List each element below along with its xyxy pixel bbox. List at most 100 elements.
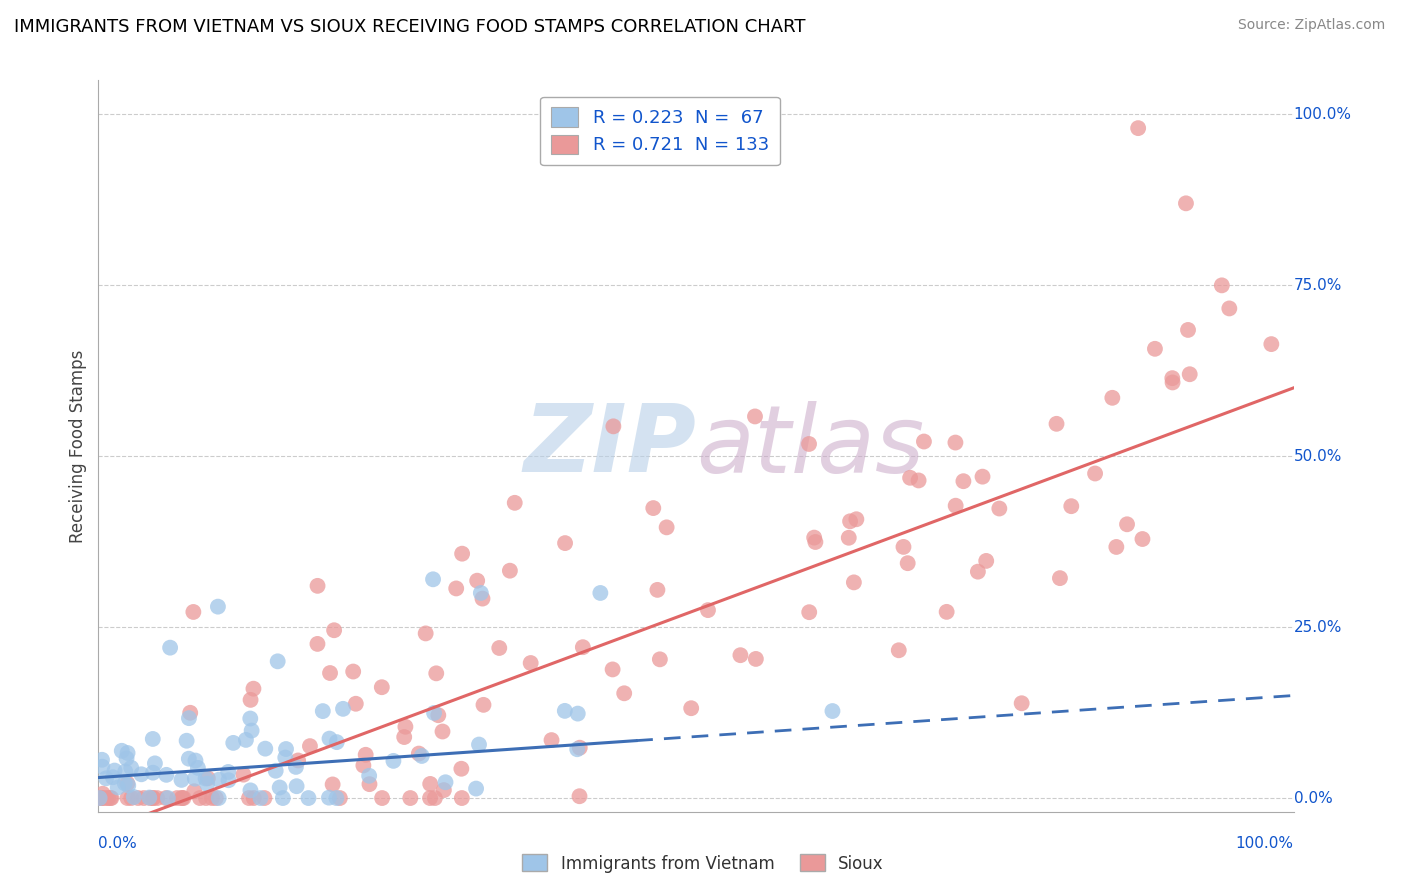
Point: [1260, 337, 1282, 351]
Point: [208, 791, 231, 805]
Point: [274, 750, 297, 764]
Point: [945, 499, 967, 513]
Point: [907, 474, 929, 488]
Point: [201, 791, 224, 805]
Point: [187, 761, 209, 775]
Point: [415, 626, 437, 640]
Point: [821, 704, 844, 718]
Point: [117, 746, 139, 760]
Point: [797, 437, 820, 451]
Point: [342, 665, 364, 679]
Point: [1177, 323, 1199, 337]
Point: [117, 791, 139, 805]
Point: [1045, 417, 1067, 431]
Point: [423, 706, 446, 720]
Point: [120, 791, 142, 805]
Point: [470, 586, 492, 600]
Point: [434, 775, 457, 789]
Text: 0.0%: 0.0%: [1294, 790, 1333, 805]
Point: [745, 652, 768, 666]
Point: [239, 693, 262, 707]
Point: [897, 556, 920, 570]
Point: [146, 791, 169, 805]
Point: [503, 496, 526, 510]
Point: [648, 652, 671, 666]
Point: [179, 706, 201, 720]
Point: [422, 572, 444, 586]
Point: [120, 761, 142, 775]
Point: [329, 791, 352, 805]
Point: [1128, 121, 1150, 136]
Point: [1161, 371, 1184, 385]
Point: [799, 605, 821, 619]
Point: [97, 791, 120, 805]
Point: [142, 791, 165, 805]
Point: [371, 680, 394, 694]
Point: [177, 752, 200, 766]
Point: [419, 791, 441, 805]
Point: [204, 791, 226, 805]
Point: [1211, 278, 1233, 293]
Point: [94, 772, 117, 786]
Point: [132, 791, 155, 805]
Point: [1175, 196, 1198, 211]
Point: [1132, 532, 1154, 546]
Point: [427, 708, 450, 723]
Text: 75.0%: 75.0%: [1294, 277, 1341, 293]
Point: [239, 783, 262, 797]
Point: [935, 605, 957, 619]
Legend: R = 0.223  N =  67, R = 0.721  N = 133: R = 0.223 N = 67, R = 0.721 N = 133: [540, 96, 780, 165]
Point: [332, 702, 354, 716]
Point: [325, 791, 347, 805]
Point: [471, 591, 494, 606]
Point: [394, 720, 416, 734]
Point: [344, 697, 367, 711]
Point: [240, 723, 263, 738]
Point: [269, 780, 291, 795]
Point: [318, 731, 340, 746]
Point: [207, 599, 229, 614]
Point: [177, 711, 200, 725]
Point: [697, 603, 720, 617]
Point: [239, 712, 262, 726]
Point: [264, 764, 287, 778]
Point: [450, 762, 472, 776]
Point: [195, 777, 218, 791]
Point: [170, 772, 193, 787]
Point: [325, 735, 347, 749]
Point: [173, 791, 195, 805]
Point: [845, 512, 868, 526]
Point: [893, 540, 915, 554]
Point: [1105, 540, 1128, 554]
Point: [319, 666, 342, 681]
Point: [423, 791, 446, 805]
Point: [172, 791, 194, 805]
Point: [371, 791, 394, 805]
Point: [298, 739, 321, 753]
Point: [197, 772, 219, 786]
Point: [804, 535, 827, 549]
Point: [195, 791, 218, 805]
Point: [142, 791, 165, 805]
Point: [1178, 368, 1201, 382]
Point: [89, 791, 111, 805]
Point: [1143, 342, 1166, 356]
Point: [842, 575, 865, 590]
Point: [952, 474, 974, 488]
Point: [554, 536, 576, 550]
Point: [194, 772, 217, 786]
Point: [170, 791, 193, 805]
Point: [218, 773, 240, 788]
Point: [91, 753, 114, 767]
Point: [912, 434, 935, 449]
Text: 100.0%: 100.0%: [1236, 836, 1294, 851]
Point: [285, 779, 308, 793]
Point: [887, 643, 910, 657]
Text: atlas: atlas: [696, 401, 924, 491]
Point: [567, 742, 589, 756]
Point: [271, 791, 294, 805]
Point: [222, 736, 245, 750]
Legend: Immigrants from Vietnam, Sioux: Immigrants from Vietnam, Sioux: [516, 847, 890, 880]
Point: [267, 654, 290, 668]
Text: 25.0%: 25.0%: [1294, 620, 1341, 634]
